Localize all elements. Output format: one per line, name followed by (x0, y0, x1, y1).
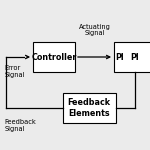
Bar (63, 93, 116, 123)
Text: Feedback
Signal: Feedback Signal (4, 120, 36, 132)
Text: Controller: Controller (31, 52, 77, 62)
Bar (114, 42, 150, 72)
Text: Pl: Pl (116, 52, 124, 62)
Bar (33, 42, 75, 72)
Text: Feedback
Elements: Feedback Elements (68, 98, 111, 118)
Text: Pl: Pl (131, 52, 139, 62)
Text: Actuating
Signal: Actuating Signal (79, 24, 110, 36)
Text: Error
Signal: Error Signal (4, 66, 25, 78)
